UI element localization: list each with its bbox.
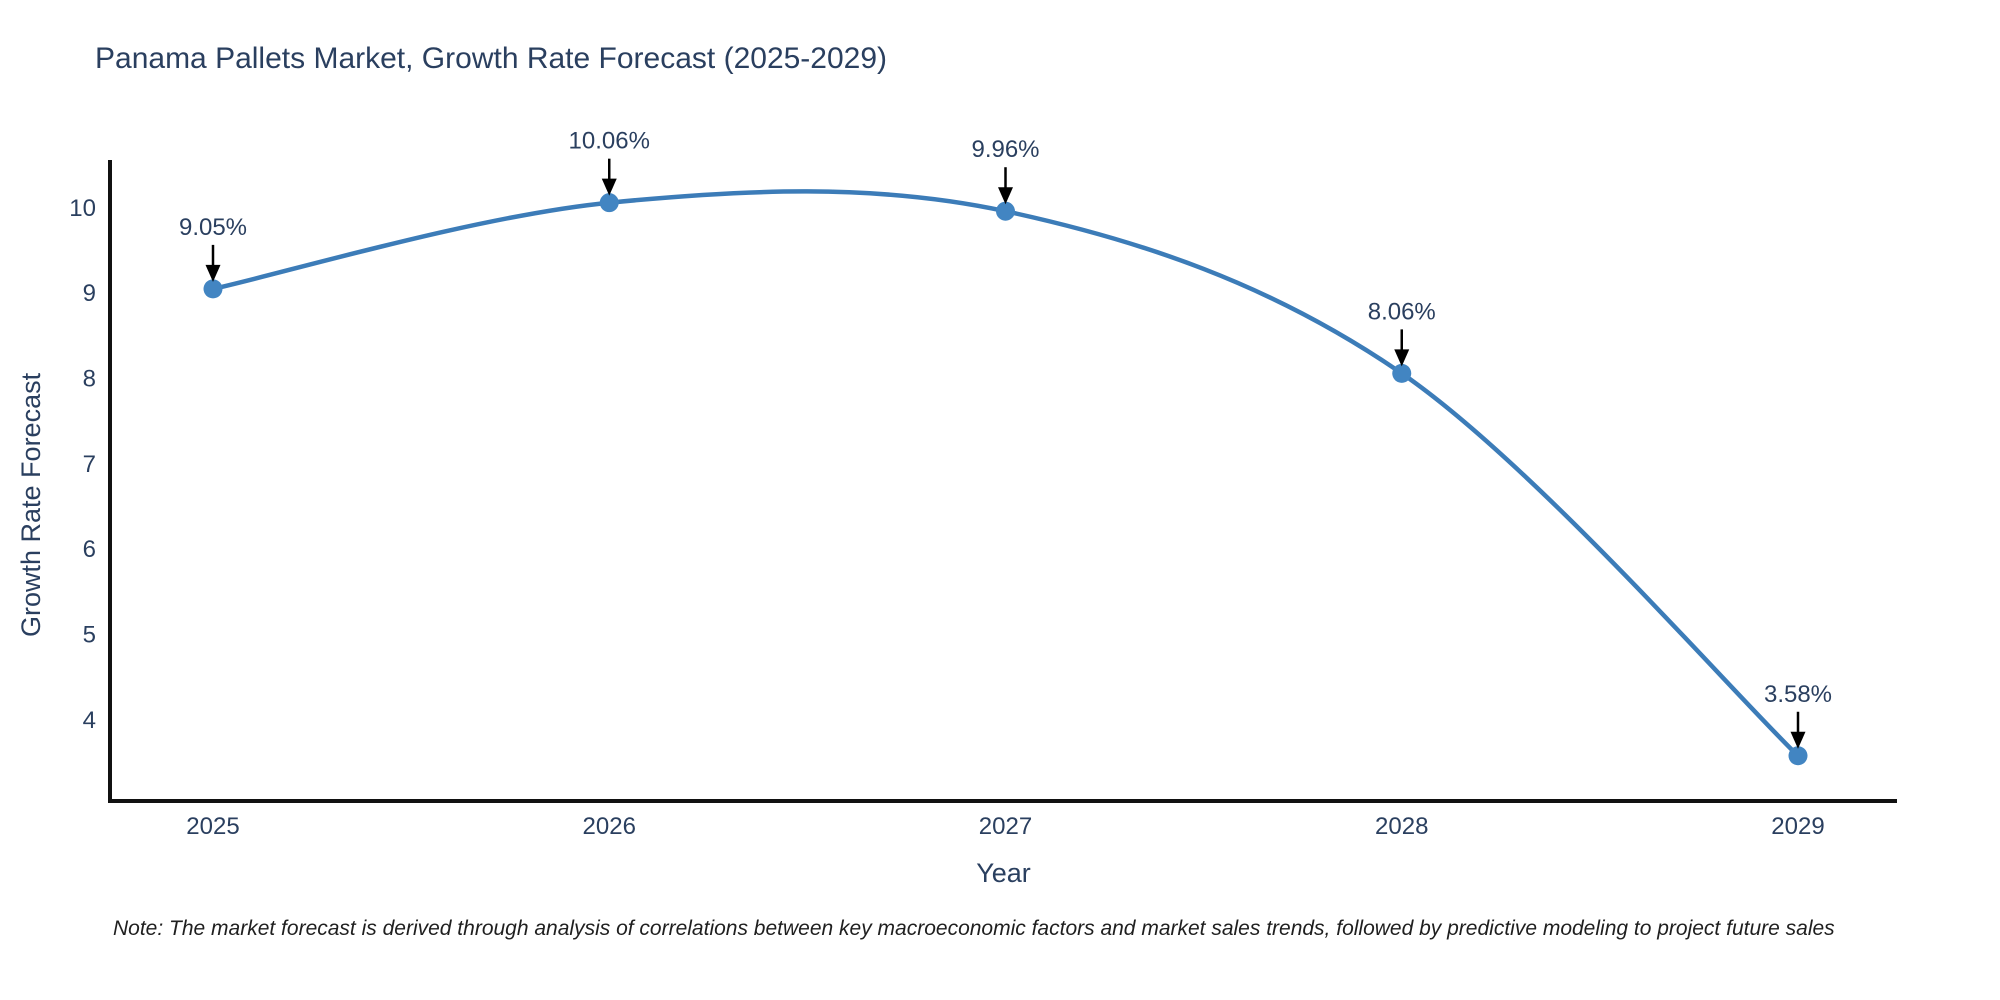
y-tick-label: 10: [69, 195, 96, 222]
annotation-arrowhead: [1790, 731, 1806, 749]
data-point-marker: [1392, 363, 1412, 383]
footnote: Note: The market forecast is derived thr…: [113, 917, 1835, 940]
annotation-arrowhead: [998, 187, 1013, 205]
data-point-marker: [203, 279, 223, 299]
x-tick-label: 2025: [186, 813, 239, 840]
annotation-arrowhead: [205, 264, 221, 282]
x-axis-title: Year: [976, 858, 1031, 888]
y-tick-label: 9: [83, 280, 96, 307]
annotation-arrowhead: [601, 178, 617, 196]
annotation-label: 9.96%: [971, 136, 1039, 163]
series-line: [210, 189, 1801, 759]
y-tick-label: 6: [83, 536, 96, 563]
y-tick-label: 7: [83, 451, 96, 478]
data-point-marker: [1788, 746, 1808, 766]
annotation-label: 9.05%: [179, 214, 247, 241]
annotation-label: 8.06%: [1368, 298, 1436, 325]
data-point-marker: [996, 201, 1015, 221]
x-tick-label: 2029: [1771, 813, 1824, 840]
annotation-arrowhead: [1394, 349, 1410, 367]
y-tick-label: 4: [83, 707, 96, 734]
x-tick-label: 2026: [583, 813, 636, 840]
annotation-label: 3.58%: [1764, 681, 1832, 708]
x-tick-label: 2028: [1375, 813, 1428, 840]
data-point-marker: [599, 193, 619, 213]
annotation-label: 10.06%: [569, 128, 650, 155]
y-tick-label: 8: [83, 366, 96, 393]
y-tick-label: 5: [83, 622, 96, 649]
x-tick-label: 2027: [979, 813, 1032, 840]
chart-title: Panama Pallets Market, Growth Rate Forec…: [95, 42, 888, 75]
y-axis-title: Growth Rate Forecast: [16, 372, 46, 637]
